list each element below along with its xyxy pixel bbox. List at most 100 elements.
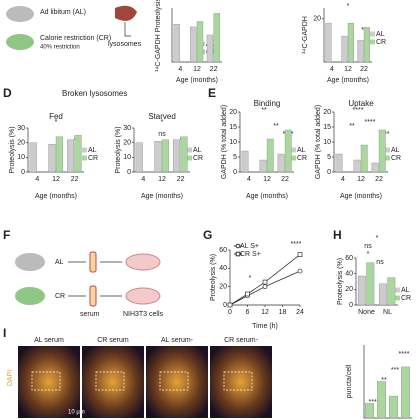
bar [353,159,361,173]
significance: **** [369,399,380,406]
legend-label: CR S+ [240,251,261,258]
micrograph [18,346,80,418]
label: NIH3T3 cells [123,311,164,318]
bar [135,142,143,173]
micrograph [146,346,208,418]
tube-icon [89,285,97,307]
bar [74,135,82,173]
legend-swatch [385,147,390,153]
y-tick-label: 60 [345,255,353,262]
bar [196,21,204,63]
x-tick-label: None [358,309,375,316]
legend-swatch [385,155,390,161]
x-tick-label: 22 [210,66,218,73]
bar [67,139,75,173]
y-tick-label: 40 [219,265,227,272]
label: CR [55,293,65,300]
bar [335,153,343,173]
bar [377,381,386,419]
y-tick-label: 20 [345,286,353,293]
bar [378,129,386,173]
inset-box [31,371,61,391]
y-tick-label: 5 [233,154,237,161]
top-diagram: Ad libitum (AL) Calorie restriction (CR)… [6,5,142,51]
label: 40% restriction [40,45,80,51]
y-axis-label: Proteolysis (%) [115,126,122,173]
significance: ** [261,107,267,114]
bar [241,150,249,173]
legend-label: CR [391,155,401,162]
bar [363,27,370,63]
axis [323,8,372,63]
significance: * [249,275,252,282]
y-tick-label: 0 [349,302,353,309]
legend-label: AL [88,147,97,154]
label: serum [80,311,100,318]
significance: * [55,119,58,126]
legend-label: AL [193,147,202,154]
bar [259,159,267,173]
bar [173,139,181,173]
legend-swatch [82,147,87,153]
micrographs: DAPI AL serum CR serum AL serum- CR serum- 1… [7,337,272,418]
significance: **** [291,241,302,248]
x-axis-label: Age (months) [35,193,77,200]
y-axis-label: Proteolysis (%) [9,126,16,173]
inset-box [159,371,189,391]
y-axis-label: GAPDH (% total added) [221,105,228,179]
legend-marker [235,243,241,249]
chart-title: Fed [49,112,63,121]
x-tick-label: 4 [330,66,334,73]
legend-label: CR [297,155,307,162]
chart-title: Uptake [348,99,374,108]
x-tick-label: 12 [158,176,166,183]
bar [389,395,398,419]
line [229,270,301,306]
y-tick-label: 20 [17,140,25,147]
legend-label: CR [376,39,386,46]
image-label: CR serum [97,337,129,344]
image-label: AL serum- [161,337,194,344]
panel-letter: G [203,228,212,242]
panel-letter: E [208,86,216,100]
y-tick-label: 10 [123,154,131,161]
y-tick-label: 40 [345,271,353,278]
dish-icon [125,287,161,305]
y-tick-label: 30 [123,125,131,132]
x-tick-label: 4 [341,176,345,183]
point [262,279,268,285]
label: Ad libitum (AL) [40,9,86,16]
x-tick-label: 12 [344,66,352,73]
label: AL [55,259,64,266]
x-tick-label: 4 [35,176,39,183]
x-axis-label: Age (months) [141,193,183,200]
significance: * [367,251,370,258]
bar [366,262,375,306]
legend-swatch [291,147,296,153]
inset-box [95,371,125,391]
bar [357,40,364,63]
chart-title: Binding [254,99,281,108]
y-tick-label: 0 [233,169,237,176]
x-axis-label: Age (months) [340,193,382,200]
image-label: CR serum- [224,337,259,344]
legend-label: AL [401,287,410,294]
x-tick-label: 4 [247,176,251,183]
significance: ** [273,123,279,130]
x-tick-label: 6 [246,309,250,316]
y-tick-label: 0 [127,169,131,176]
point [262,284,268,290]
stain-label: DAPI [7,370,14,386]
legend-swatch [187,147,192,153]
bar [29,142,37,173]
x-tick-label: 18 [279,309,287,316]
significance: **** [365,119,376,126]
y-tick-label: 5 [327,154,331,161]
x-tick-label: 12 [261,309,269,316]
legend-label: AL [376,31,385,38]
bar [378,283,387,306]
inset-box [223,371,253,391]
bar [357,275,366,306]
x-axis-label: Time (h) [252,323,278,330]
